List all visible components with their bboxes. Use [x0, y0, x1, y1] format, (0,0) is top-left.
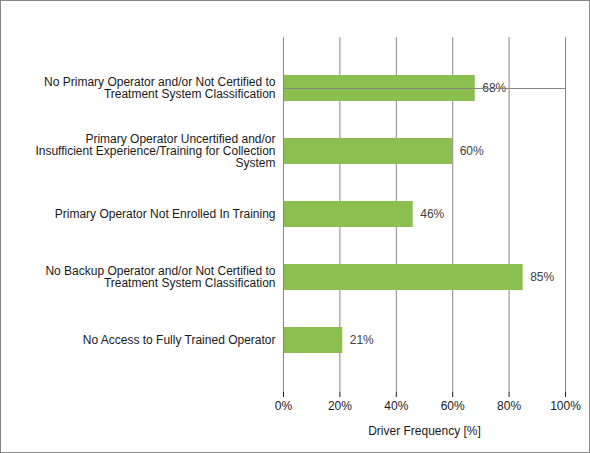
svg-text:85%: 85%	[530, 270, 554, 284]
svg-text:100%: 100%	[550, 399, 581, 413]
svg-text:20%: 20%	[328, 399, 352, 413]
svg-text:60%: 60%	[441, 399, 465, 413]
svg-text:No Backup Operator and/or Not: No Backup Operator and/or Not Certified …	[45, 264, 275, 290]
svg-text:Primary Operator Not Enrolled: Primary Operator Not Enrolled In Trainin…	[55, 207, 276, 221]
svg-text:Driver Frequency [%]: Driver Frequency [%]	[368, 424, 481, 438]
svg-text:60%: 60%	[460, 144, 484, 158]
svg-text:46%: 46%	[420, 207, 444, 221]
svg-text:40%: 40%	[384, 399, 408, 413]
svg-text:No Primary Operator and/or Not: No Primary Operator and/or Not Certified…	[44, 75, 276, 101]
svg-text:0%: 0%	[275, 399, 293, 413]
svg-text:80%: 80%	[497, 399, 521, 413]
svg-text:21%: 21%	[350, 333, 374, 347]
svg-text:No Access to Fully Trained Ope: No Access to Fully Trained Operator	[83, 333, 276, 347]
svg-text:68%: 68%	[482, 81, 507, 96]
svg-text:Primary Operator Uncertified a: Primary Operator Uncertified and/orInsuf…	[35, 132, 275, 170]
